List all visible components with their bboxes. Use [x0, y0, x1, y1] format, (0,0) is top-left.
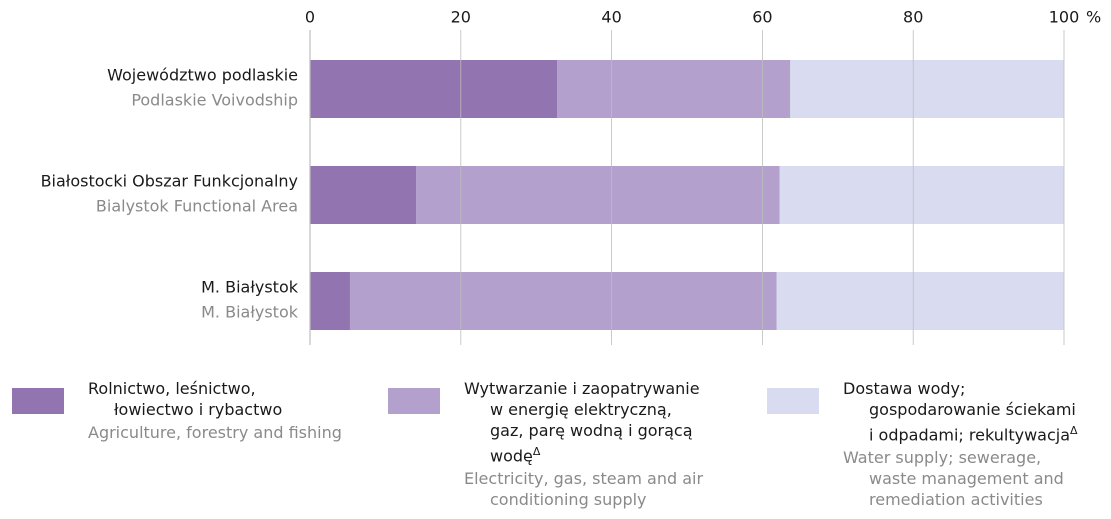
- x-tick-label: 80: [903, 8, 923, 27]
- legend-name: Dostawa wody; gospodarowanie ściekami i …: [843, 379, 1076, 445]
- bar-segment: [310, 272, 350, 330]
- legend-label-en: Agriculture, forestry and fishing: [88, 423, 342, 442]
- x-tick-label: 20: [451, 8, 471, 27]
- x-tick-label: 0: [305, 8, 315, 27]
- legend-label-en: Electricity, gas, steam and air conditio…: [464, 469, 704, 509]
- category-label: Białostocki Obszar Funkcjonalny: [41, 172, 298, 191]
- chart: Województwo podlaskie Podlaskie Voivodshi…: [41, 8, 1101, 345]
- category-label-en: M. Białystok: [201, 303, 299, 322]
- legend-name: Wytwarzanie i zaopatrywanie w energię el…: [464, 379, 700, 466]
- x-tick-label: 40: [601, 8, 621, 27]
- legend-name: Rolnictwo, leśnictwo, łowiectwo i rybact…: [88, 379, 283, 419]
- category-label-en: Bialystok Functional Area: [96, 197, 298, 216]
- legend-swatch: [388, 388, 440, 414]
- legend-label: Wytwarzanie i zaopatrywanie w energię el…: [464, 378, 790, 466]
- bar-segment: [557, 60, 791, 118]
- category-label: Województwo podlaskie: [107, 66, 298, 85]
- bar-segment: [779, 166, 1064, 224]
- legend-label: Dostawa wody; gospodarowanie ściekami i …: [843, 378, 1111, 445]
- bar-segment: [349, 272, 777, 330]
- x-unit: %: [1086, 8, 1101, 27]
- legend-note: Δ: [532, 445, 541, 458]
- legend-label-en: Water supply; sewerage, waste management…: [843, 448, 1064, 509]
- legend-swatch: [12, 388, 64, 414]
- bar-segment: [310, 60, 558, 118]
- legend-label: Rolnictwo, leśnictwo, łowiectwo i rybact…: [88, 378, 414, 420]
- category-label: M. Białystok: [201, 278, 299, 297]
- bar-segment: [776, 272, 1064, 330]
- legend-swatch: [767, 388, 819, 414]
- bar-segment: [790, 60, 1064, 118]
- legend-note: Δ: [1070, 424, 1078, 437]
- bar-segment: [416, 166, 780, 224]
- bar-segment: [310, 166, 417, 224]
- category-label-en: Podlaskie Voivodship: [131, 91, 298, 110]
- x-tick-label: 60: [752, 8, 772, 27]
- x-tick-label: 100: [1049, 8, 1080, 27]
